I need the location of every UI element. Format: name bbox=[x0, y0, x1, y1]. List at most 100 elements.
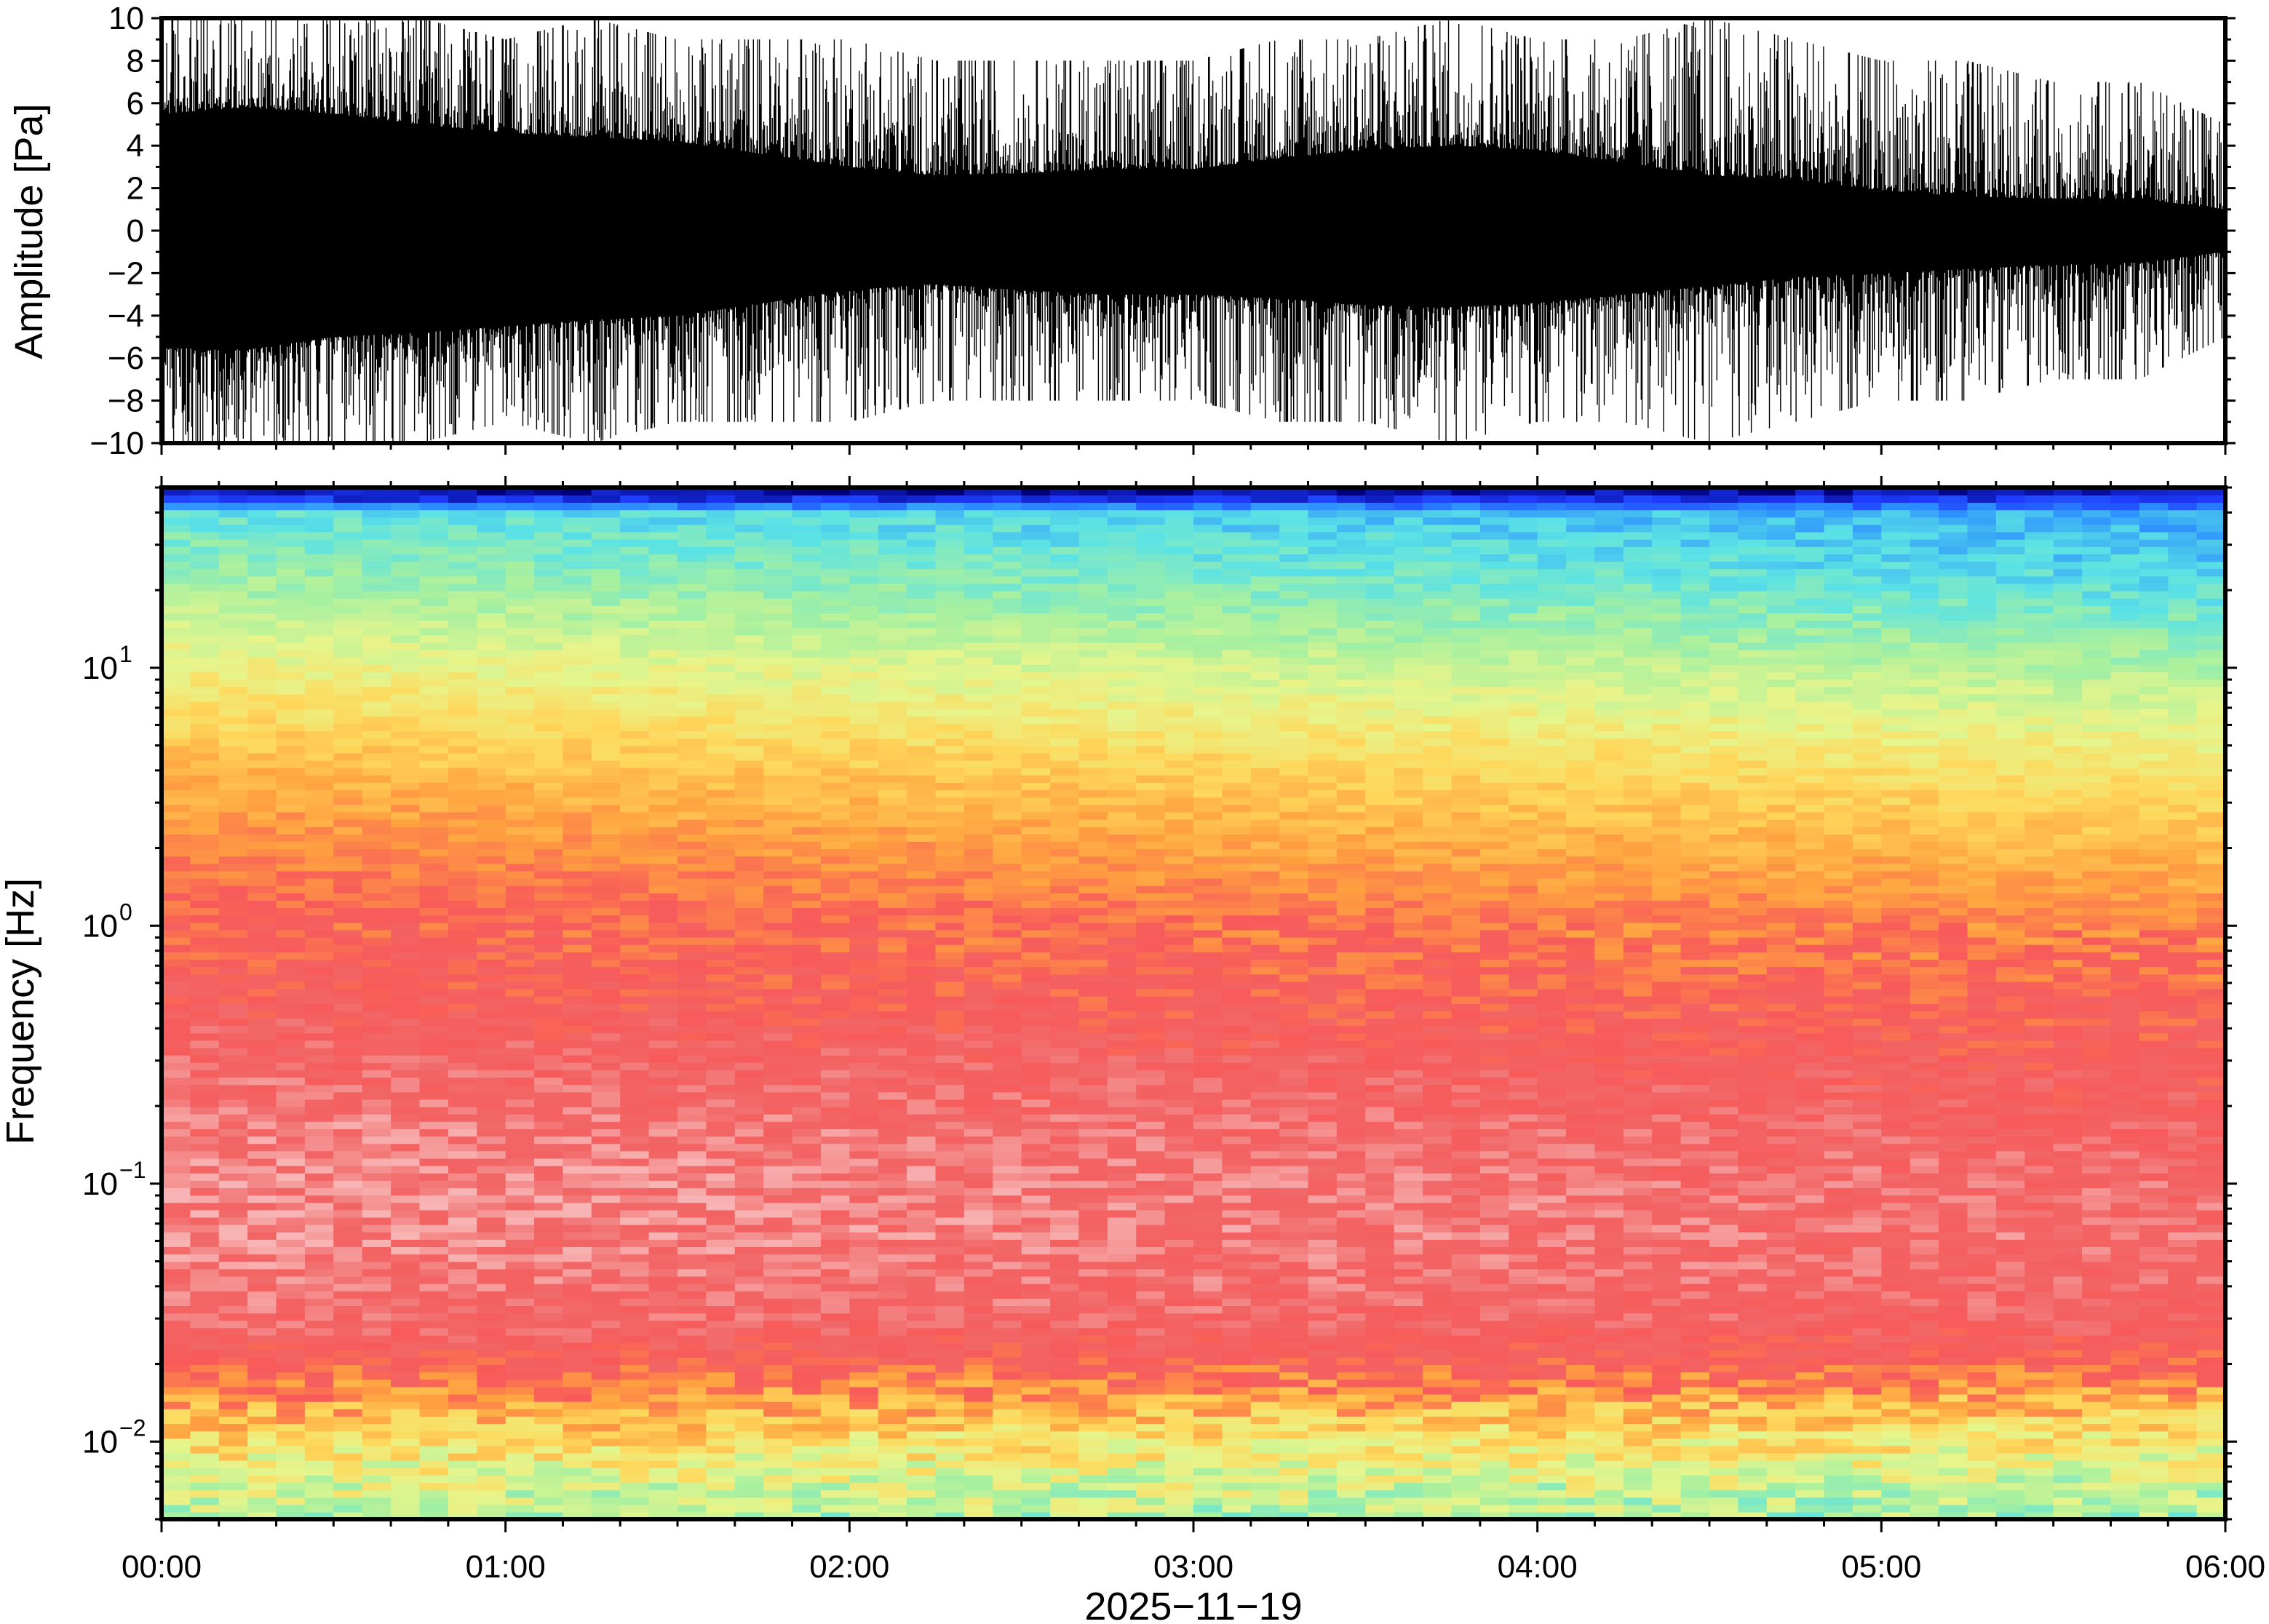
spectrogram-cell bbox=[963, 1246, 994, 1255]
spectrogram-cell bbox=[247, 1291, 277, 1299]
spectrogram-cell bbox=[907, 693, 937, 702]
spectrogram-cell bbox=[505, 561, 535, 570]
spectrogram-cell bbox=[820, 708, 851, 717]
spectrogram-cell bbox=[907, 576, 937, 584]
spectrogram-cell bbox=[505, 745, 535, 754]
spectrogram-cell bbox=[591, 848, 621, 857]
spectrogram-cell bbox=[963, 546, 994, 554]
spectrogram-cell bbox=[162, 664, 191, 672]
spectrogram-cell bbox=[1021, 597, 1051, 606]
spectrogram-cell bbox=[792, 988, 822, 997]
spectrogram-cell bbox=[849, 627, 879, 636]
spectrogram-cell bbox=[677, 1416, 707, 1425]
spectrogram-cell bbox=[505, 915, 535, 923]
spectrogram-cell bbox=[563, 649, 592, 658]
spectrogram-cell bbox=[190, 1386, 220, 1395]
spectrogram-cell bbox=[591, 686, 621, 695]
spectrogram-cell bbox=[1078, 811, 1108, 820]
spectrogram-cell bbox=[276, 922, 306, 931]
spectrogram-cell bbox=[1136, 495, 1166, 503]
spectrogram-cell bbox=[333, 1445, 363, 1454]
spectrogram-cell bbox=[935, 554, 965, 562]
spectrogram-cell bbox=[419, 1511, 449, 1519]
spectrogram-cell bbox=[362, 952, 392, 960]
spectrogram-cell bbox=[1136, 1246, 1166, 1255]
spectrogram-cell bbox=[935, 1357, 965, 1366]
spectrogram-cell bbox=[276, 487, 306, 495]
spectrogram-cell bbox=[734, 848, 764, 857]
spectrogram-cell bbox=[505, 649, 535, 658]
spectrogram-cell bbox=[534, 966, 564, 975]
spectrogram-cell bbox=[820, 1025, 851, 1034]
spectrogram-cell bbox=[963, 1239, 994, 1247]
spectrogram-cell bbox=[963, 885, 994, 893]
spectrogram-cell bbox=[505, 597, 535, 606]
spectrogram-cell bbox=[448, 613, 478, 621]
spectrogram-cell bbox=[563, 1099, 592, 1107]
spectrogram-cell bbox=[1107, 576, 1137, 584]
spectrogram-cell bbox=[591, 1334, 621, 1343]
spectrogram-cell bbox=[162, 1143, 191, 1152]
spectrogram-cell bbox=[620, 1468, 650, 1476]
spectrogram-cell bbox=[820, 605, 851, 613]
spectrogram-cell bbox=[648, 1401, 678, 1409]
spectrogram-cell bbox=[763, 597, 793, 606]
spectrogram-cell bbox=[190, 708, 220, 717]
spectrogram-cell bbox=[677, 576, 707, 584]
spectrogram-cell bbox=[820, 1334, 851, 1343]
spectrogram-cell bbox=[993, 1003, 1022, 1011]
spectrogram-cell bbox=[677, 959, 707, 968]
spectrogram-cell bbox=[1136, 686, 1166, 695]
spectrogram-cell bbox=[849, 1489, 879, 1498]
spectrogram-cell bbox=[333, 693, 363, 702]
spectrogram-cell bbox=[276, 1032, 306, 1041]
spectrogram-cell bbox=[1021, 1187, 1051, 1196]
spectrogram-cell bbox=[849, 929, 879, 938]
spectrogram-cell bbox=[677, 1011, 707, 1019]
spectrogram-cell bbox=[706, 1232, 736, 1240]
spectrogram-cell bbox=[333, 657, 363, 665]
spectrogram-cell bbox=[820, 1187, 851, 1196]
spectrogram-cell bbox=[333, 1504, 363, 1513]
spectrogram-cell bbox=[677, 1084, 707, 1093]
spectrogram-cell bbox=[963, 1298, 994, 1306]
spectrogram-cell bbox=[993, 1283, 1022, 1291]
spectrogram-cell bbox=[648, 1011, 678, 1019]
spectrogram-cell bbox=[734, 1416, 764, 1425]
spectrogram-cell bbox=[1078, 900, 1108, 909]
spectrogram-cell bbox=[1136, 613, 1166, 621]
spectrogram-cell bbox=[448, 1261, 478, 1270]
spectrogram-cell bbox=[763, 1202, 793, 1211]
spectrogram-cell bbox=[333, 1275, 363, 1284]
spectrogram-cell bbox=[935, 900, 965, 909]
spectrogram-cell bbox=[362, 679, 392, 688]
spectrogram-cell bbox=[591, 1173, 621, 1181]
spectrogram-cell bbox=[963, 1143, 994, 1152]
spectrogram-cell bbox=[591, 1246, 621, 1255]
spectrogram-cell bbox=[276, 1209, 306, 1218]
spectrogram-cell bbox=[505, 1040, 535, 1048]
spectrogram-cell bbox=[1107, 1209, 1137, 1218]
spectrogram-cell bbox=[1050, 554, 1080, 562]
spectrogram-cell bbox=[706, 1032, 736, 1041]
spectrogram-cell bbox=[1136, 657, 1166, 665]
spectrogram-cell bbox=[648, 1047, 678, 1056]
spectrogram-cell bbox=[1021, 627, 1051, 636]
spectrogram-cell bbox=[448, 1313, 478, 1321]
spectrogram-cell bbox=[935, 1129, 965, 1137]
spectrogram-cell bbox=[190, 981, 220, 990]
spectrogram-cell bbox=[505, 1202, 535, 1211]
spectrogram-cell bbox=[792, 686, 822, 695]
spectrogram-cell bbox=[162, 1106, 191, 1115]
spectrogram-cell bbox=[534, 524, 564, 533]
spectrogram-cell bbox=[333, 752, 363, 761]
spectrogram-cell bbox=[1021, 1143, 1051, 1152]
spectrogram-cell bbox=[247, 1099, 277, 1107]
spectrogram-cell bbox=[907, 775, 937, 783]
spectrogram-cell bbox=[993, 1099, 1022, 1107]
spectrogram-cell bbox=[534, 1246, 564, 1255]
spectrogram-cell bbox=[304, 1275, 335, 1284]
spectrogram-cell bbox=[820, 517, 851, 525]
spectrogram-cell bbox=[333, 1305, 363, 1314]
spectrogram-cell bbox=[1107, 1275, 1137, 1284]
